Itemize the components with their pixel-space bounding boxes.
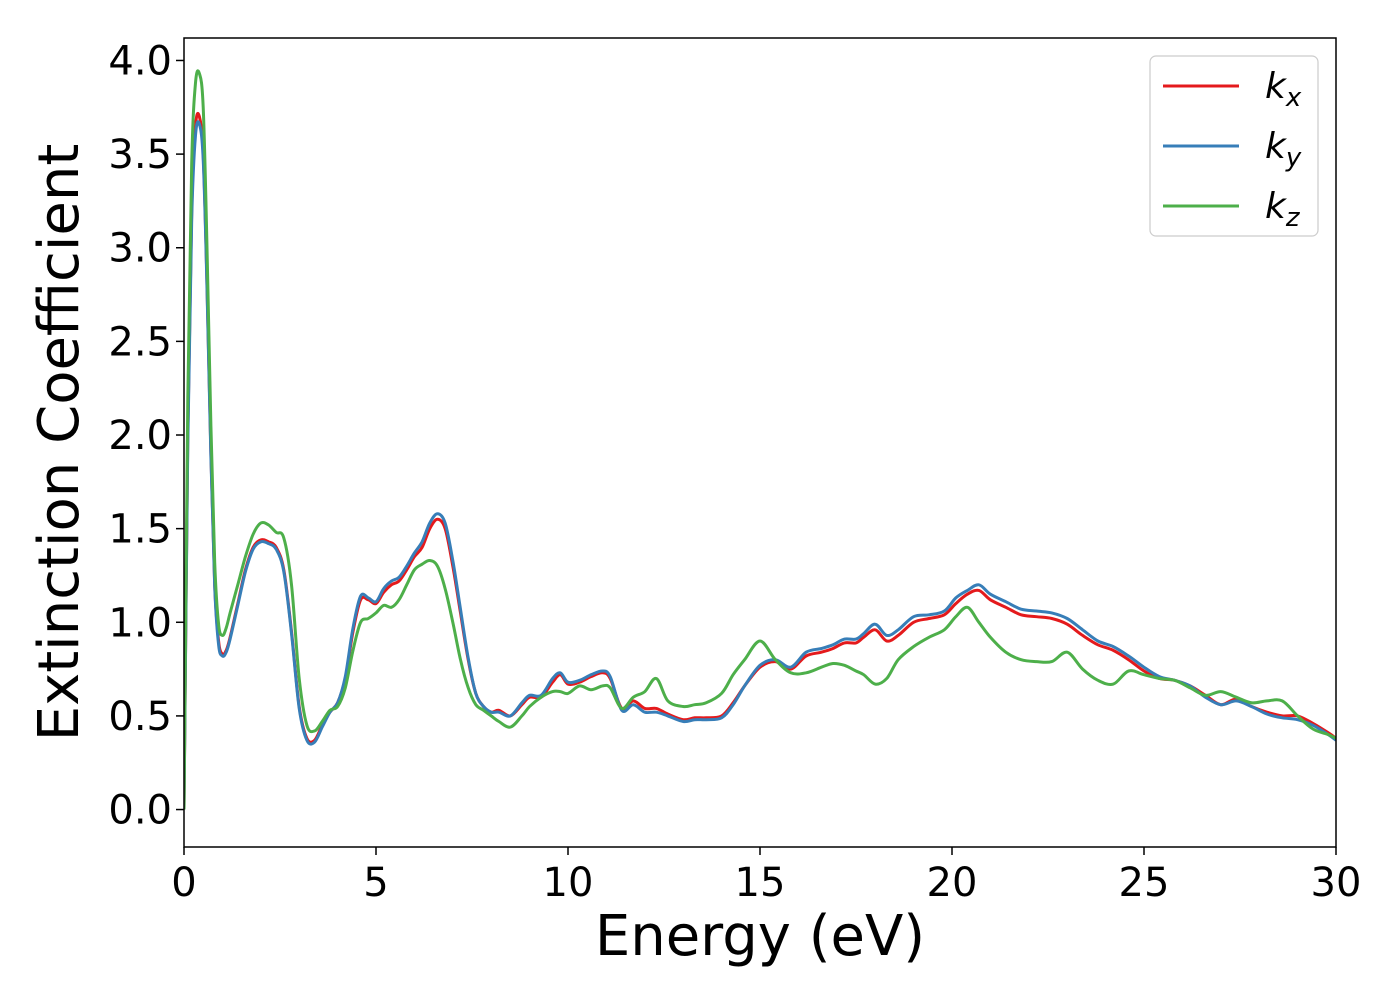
y-tick-label: 0.5 [108, 694, 172, 740]
legend-label-base: k [1265, 66, 1288, 107]
y-axis-label: Extinction Coefficient [27, 144, 92, 742]
y-tick-label: 2.0 [108, 413, 172, 459]
x-tick-label: 10 [543, 860, 594, 906]
legend-label-y: ky [1265, 126, 1302, 173]
y-ticks: 0.0 0.5 1.0 1.5 2.0 2.5 3.0 3.5 4.0 [108, 38, 184, 834]
x-tick-label: 0 [171, 860, 196, 906]
legend-label-sub: z [1285, 203, 1301, 233]
y-tick-label: 2.5 [108, 319, 172, 365]
x-tick-label: 15 [735, 860, 786, 906]
series-line-z [184, 69, 1336, 810]
x-tick-label: 5 [363, 860, 388, 906]
legend-label-sub: x [1285, 83, 1302, 113]
y-tick-label: 1.0 [108, 600, 172, 646]
legend-label-base: k [1265, 126, 1288, 167]
legend-label-z: kz [1265, 186, 1301, 233]
x-axis-label: Energy (eV) [595, 904, 925, 969]
series-line-y [184, 120, 1336, 810]
legend-label-sub: y [1285, 143, 1302, 173]
y-tick-label: 0.0 [108, 788, 172, 834]
series-layer [184, 69, 1336, 810]
y-tick-label: 3.5 [108, 132, 172, 178]
x-tick-label: 20 [927, 860, 978, 906]
y-tick-label: 4.0 [108, 38, 172, 84]
legend-label-x: kx [1265, 66, 1302, 113]
legend-label-base: k [1265, 186, 1288, 227]
x-tick-label: 30 [1311, 860, 1362, 906]
y-tick-label: 1.5 [108, 507, 172, 553]
x-ticks: 0 5 10 15 20 25 30 [171, 847, 1361, 906]
y-tick-label: 3.0 [108, 226, 172, 272]
x-tick-label: 25 [1119, 860, 1170, 906]
